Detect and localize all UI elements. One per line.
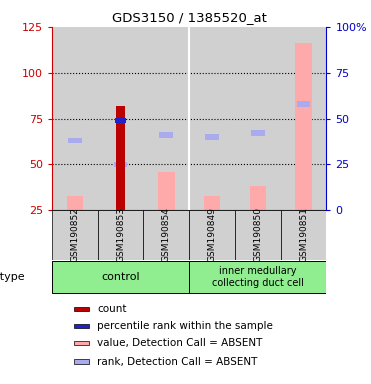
Bar — [52, 27, 98, 210]
Text: control: control — [101, 272, 140, 282]
Bar — [66, 195, 83, 210]
Bar — [250, 186, 266, 210]
Text: cell type: cell type — [0, 272, 24, 282]
Bar — [160, 132, 173, 138]
Bar — [68, 138, 82, 143]
Bar — [74, 341, 89, 345]
Bar — [116, 106, 125, 210]
Title: GDS3150 / 1385520_at: GDS3150 / 1385520_at — [112, 11, 267, 24]
Bar — [297, 101, 311, 107]
Bar — [158, 172, 175, 210]
Text: GSM190850: GSM190850 — [253, 207, 262, 262]
Text: inner medullary
collecting duct cell: inner medullary collecting duct cell — [212, 266, 304, 288]
Bar — [144, 210, 189, 260]
Text: count: count — [97, 304, 127, 314]
Text: GSM190852: GSM190852 — [70, 207, 79, 262]
Bar — [74, 307, 89, 311]
Bar — [115, 118, 126, 123]
Bar — [251, 131, 265, 136]
Bar — [189, 210, 235, 260]
Bar — [235, 210, 281, 260]
Text: GSM190853: GSM190853 — [116, 207, 125, 262]
Bar — [144, 27, 189, 210]
Bar — [295, 43, 312, 210]
Text: GSM190851: GSM190851 — [299, 207, 308, 262]
Text: GSM190849: GSM190849 — [208, 207, 217, 262]
Bar — [235, 27, 281, 210]
Bar — [114, 162, 128, 167]
Bar — [281, 210, 326, 260]
Bar — [98, 210, 144, 260]
Bar — [281, 27, 326, 210]
Bar — [74, 359, 89, 364]
Text: percentile rank within the sample: percentile rank within the sample — [97, 321, 273, 331]
Text: rank, Detection Call = ABSENT: rank, Detection Call = ABSENT — [97, 357, 257, 367]
Bar — [189, 27, 235, 210]
Bar — [205, 134, 219, 140]
Bar — [52, 262, 189, 293]
Text: value, Detection Call = ABSENT: value, Detection Call = ABSENT — [97, 338, 263, 348]
Bar — [98, 27, 144, 210]
Bar — [52, 210, 98, 260]
Bar — [204, 195, 220, 210]
Bar — [189, 262, 326, 293]
Bar — [74, 324, 89, 328]
Text: GSM190854: GSM190854 — [162, 207, 171, 262]
